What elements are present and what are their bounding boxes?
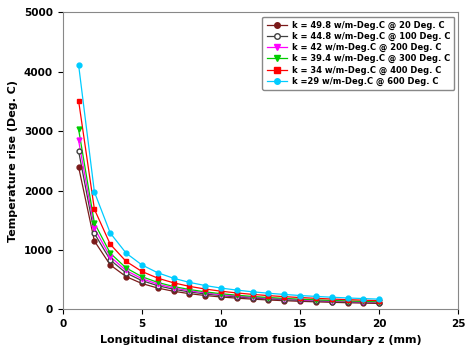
X-axis label: Longitudinal distance from fusion boundary z (mm): Longitudinal distance from fusion bounda… [100,335,421,345]
Y-axis label: Temperature rise (Deg. C): Temperature rise (Deg. C) [9,80,18,242]
Legend: k = 49.8 w/m-Deg.C @ 20 Deg. C, k = 44.8 w/m-Deg.C @ 100 Deg. C, k = 42 w/m-Deg.: k = 49.8 w/m-Deg.C @ 20 Deg. C, k = 44.8… [263,17,454,90]
